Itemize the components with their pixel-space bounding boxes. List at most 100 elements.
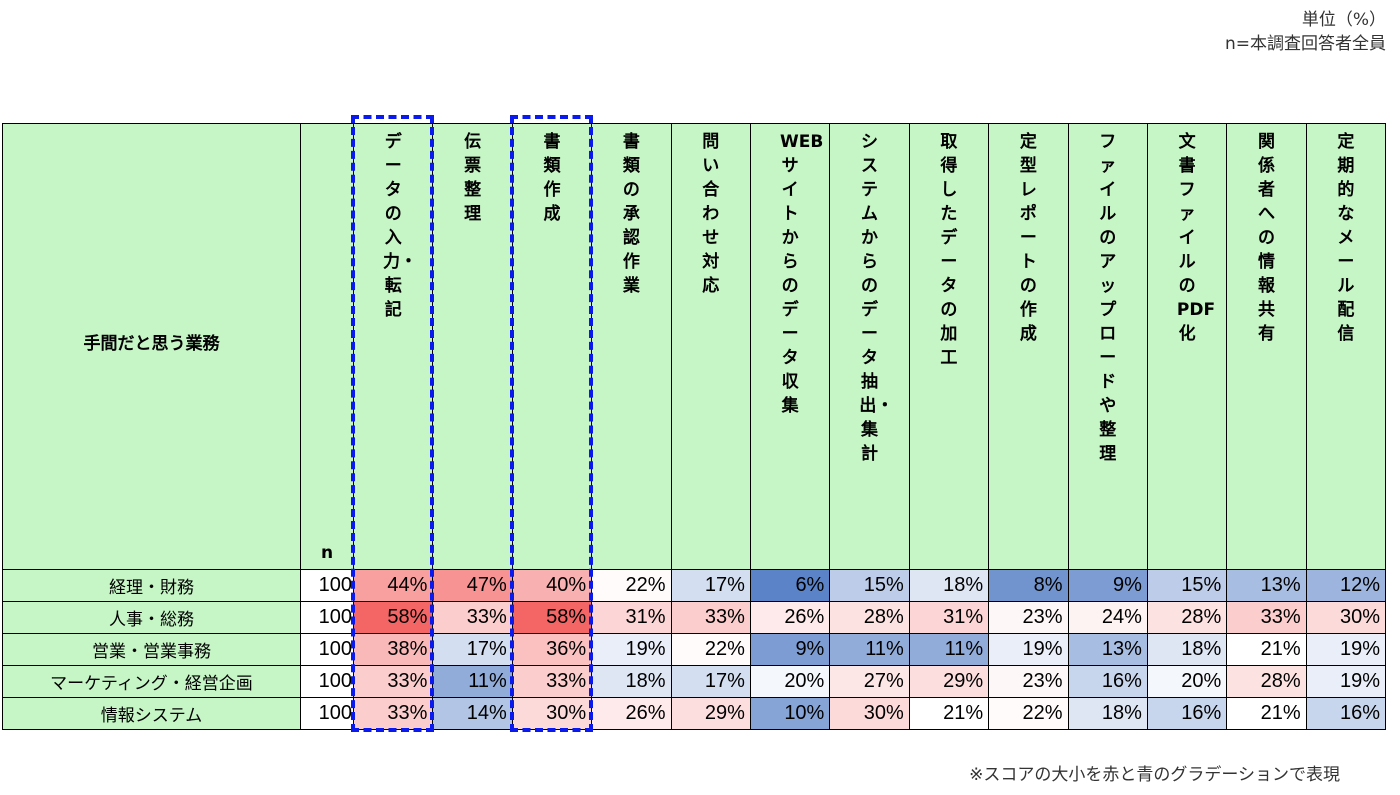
heatmap-cell: 9% xyxy=(1067,569,1148,602)
heatmap-cell: 17% xyxy=(432,633,513,666)
column-header-11: 関係者への情報共有 xyxy=(1226,123,1307,570)
heatmap-cell: 31% xyxy=(908,601,990,634)
heatmap-cell: 13% xyxy=(1067,633,1148,666)
heatmap-cell: 19% xyxy=(591,633,672,666)
column-header-label: 文書ファイルのPDF化 xyxy=(1176,132,1216,344)
heatmap-table: 手間だと思う業務 n データの入力・転記 伝票整理 書類作成 書類の承認作業 問い合わせ… xyxy=(2,123,1387,730)
column-header-1: 伝票整理 xyxy=(432,123,513,570)
heatmap-cell: 11% xyxy=(908,633,990,666)
heatmap-cell: 33% xyxy=(670,601,751,634)
column-header-9: ファイルのアップロードや整理 xyxy=(1067,123,1148,570)
table-row: 経理・財務 100 44% 47% 40% 22% 17% 6% 15% 18% 8% 9% 15% 13… xyxy=(2,569,1387,602)
row-label: 営業・営業事務 xyxy=(2,633,301,666)
n-cell: 100 xyxy=(300,569,354,602)
n-header-cell: n xyxy=(300,123,354,570)
heatmap-cell: 9% xyxy=(749,633,831,666)
heatmap-cell: 24% xyxy=(1067,601,1148,634)
heatmap-cell: 18% xyxy=(1146,633,1228,666)
column-header-label: 書類の承認作業 xyxy=(622,132,640,296)
column-header-label: WEBサイトからのデータ収集 xyxy=(779,132,824,416)
heatmap-cell: 6% xyxy=(749,569,831,602)
heatmap-cell: 16% xyxy=(1067,665,1148,698)
column-header-label: ファイルのアップロードや整理 xyxy=(1099,132,1117,464)
column-header-5: WEBサイトからのデータ収集 xyxy=(749,123,831,570)
heatmap-cell: 18% xyxy=(908,569,990,602)
table-row: 情報システム 100 33% 14% 30% 26% 29% 10% 30% 21% 22% 18% 1… xyxy=(2,697,1387,730)
column-header-8: 定型レポートの作成 xyxy=(988,123,1069,570)
heatmap-cell: 33% xyxy=(1226,601,1307,634)
heatmap-cell: 28% xyxy=(829,601,910,634)
heatmap-cell: 20% xyxy=(1146,665,1228,698)
heatmap-cell: 22% xyxy=(591,569,672,602)
heatmap-cell: 12% xyxy=(1305,569,1387,602)
heatmap-cell: 33% xyxy=(352,665,434,698)
heatmap-cell: 23% xyxy=(988,601,1069,634)
heatmap-cell: 22% xyxy=(988,697,1069,730)
column-header-0: データの入力・転記 xyxy=(352,123,434,570)
heatmap-cell: 19% xyxy=(988,633,1069,666)
row-label: 経理・財務 xyxy=(2,569,301,602)
heatmap-cell: 17% xyxy=(670,665,751,698)
unit-note: 単位（%） n=本調査回答者全員 xyxy=(1225,8,1386,56)
heatmap-cell: 40% xyxy=(511,569,593,602)
column-header-10: 文書ファイルのPDF化 xyxy=(1146,123,1228,570)
heatmap-body: 経理・財務 100 44% 47% 40% 22% 17% 6% 15% 18% 8% 9% 15% 13… xyxy=(2,569,1387,730)
row-label: マーケティング・経営企画 xyxy=(2,665,301,698)
heatmap-cell: 19% xyxy=(1305,665,1387,698)
heatmap-cell: 44% xyxy=(352,569,434,602)
heatmap-cell: 11% xyxy=(829,633,910,666)
table-row: マーケティング・経営企画 100 33% 11% 33% 18% 17% 20% 27% 29% 2… xyxy=(2,665,1387,698)
column-header-label: 問い合わせ対応 xyxy=(702,132,720,296)
column-header-2: 書類作成 xyxy=(511,123,593,570)
heatmap-cell: 33% xyxy=(352,697,434,730)
row-label: 人事・総務 xyxy=(2,601,301,634)
row-label: 情報システム xyxy=(2,697,301,730)
heatmap-cell: 58% xyxy=(352,601,434,634)
heatmap-cell: 36% xyxy=(511,633,593,666)
column-header-3: 書類の承認作業 xyxy=(591,123,672,570)
heatmap-cell: 10% xyxy=(749,697,831,730)
column-header-label: システムからのデータ抽出・集計 xyxy=(859,132,894,464)
heatmap-cell: 15% xyxy=(829,569,910,602)
column-header-4: 問い合わせ対応 xyxy=(670,123,751,570)
column-header-12: 定期的なメール配信 xyxy=(1305,123,1387,570)
n-header-label: n xyxy=(321,543,334,563)
column-header-label: データの入力・転記 xyxy=(383,132,417,320)
heatmap-cell: 20% xyxy=(749,665,831,698)
heatmap-cell: 28% xyxy=(1226,665,1307,698)
heatmap-cell: 19% xyxy=(1305,633,1387,666)
table-row: 人事・総務 100 58% 33% 58% 31% 33% 26% 28% 31% 23% 24% 28… xyxy=(2,601,1387,634)
heatmap-cell: 21% xyxy=(1226,633,1307,666)
heatmap-cell: 22% xyxy=(670,633,751,666)
heatmap-cell: 23% xyxy=(988,665,1069,698)
heatmap-cell: 18% xyxy=(1067,697,1148,730)
n-cell: 100 xyxy=(300,665,354,698)
column-header-6: システムからのデータ抽出・集計 xyxy=(829,123,910,570)
column-header-label: 関係者への情報共有 xyxy=(1257,132,1275,344)
column-header-7: 取得したデータの加工 xyxy=(908,123,990,570)
heatmap-cell: 13% xyxy=(1226,569,1307,602)
unit-label: 単位（%） xyxy=(1301,10,1386,30)
heatmap-cell: 29% xyxy=(908,665,990,698)
heatmap-cell: 29% xyxy=(670,697,751,730)
heatmap-cell: 31% xyxy=(591,601,672,634)
heatmap-cell: 16% xyxy=(1146,697,1228,730)
heatmap-cell: 16% xyxy=(1305,697,1387,730)
heatmap-cell: 17% xyxy=(670,569,751,602)
heatmap-cell: 18% xyxy=(591,665,672,698)
heatmap-cell: 30% xyxy=(511,697,593,730)
heatmap-cell: 26% xyxy=(591,697,672,730)
heatmap-cell: 15% xyxy=(1146,569,1228,602)
heatmap-cell: 8% xyxy=(988,569,1069,602)
heatmap-cell: 30% xyxy=(829,697,910,730)
heatmap-cell: 38% xyxy=(352,633,434,666)
heatmap-cell: 47% xyxy=(432,569,513,602)
n-cell: 100 xyxy=(300,601,354,634)
column-header-label: 取得したデータの加工 xyxy=(940,132,958,368)
heatmap-cell: 21% xyxy=(908,697,990,730)
sample-label: n=本調査回答者全員 xyxy=(1224,34,1386,54)
heatmap-cell: 11% xyxy=(432,665,513,698)
column-header-label: 定期的なメール配信 xyxy=(1337,132,1355,344)
heatmap-cell: 27% xyxy=(829,665,910,698)
heatmap-cell: 33% xyxy=(432,601,513,634)
